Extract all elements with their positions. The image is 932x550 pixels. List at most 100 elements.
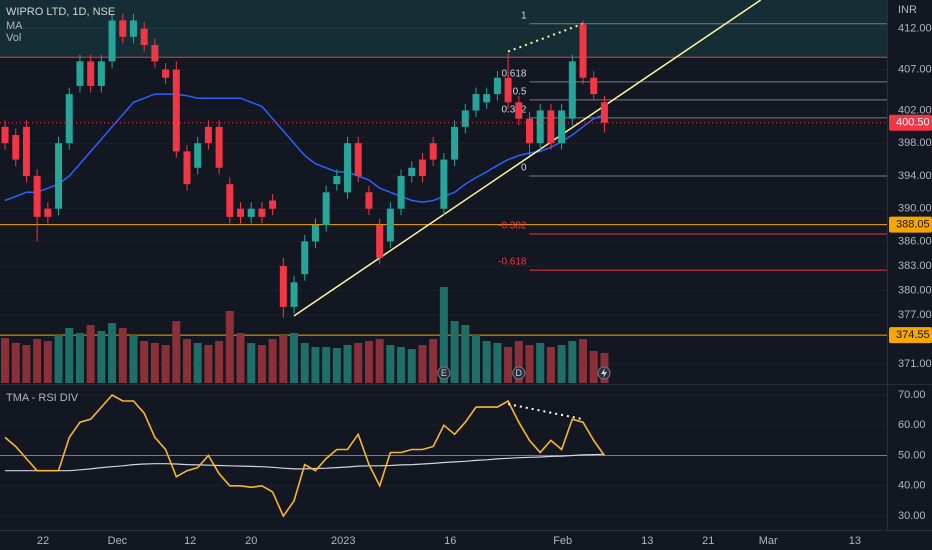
volume-bar <box>75 333 84 383</box>
volume-bar <box>172 321 181 383</box>
zone <box>0 0 887 58</box>
price-tag <box>889 216 932 233</box>
candle-body <box>429 143 437 160</box>
y-tick-label: 380.00 <box>898 284 932 296</box>
candle-body <box>568 61 576 119</box>
volume-bar <box>150 343 159 383</box>
price-tag <box>889 327 932 344</box>
candle-body <box>87 61 95 86</box>
y-tick-label: 394.00 <box>898 170 932 182</box>
y-tick-label: 377.00 <box>898 309 932 321</box>
volume-bar <box>11 343 20 383</box>
x-tick-label: 13 <box>849 535 861 547</box>
volume-bar <box>429 339 438 383</box>
currency: INR <box>898 4 917 16</box>
volume-bar <box>386 345 395 383</box>
candle-body <box>279 265 287 307</box>
candle-body <box>536 110 544 144</box>
candle-body <box>129 20 137 37</box>
volume-bar <box>193 343 202 383</box>
fib-label: 0.618 <box>501 68 526 79</box>
candle-body <box>386 208 394 242</box>
volume-bar <box>504 347 513 383</box>
volume-bar <box>375 339 384 383</box>
volume-bar <box>247 343 256 383</box>
candle-body <box>76 61 84 86</box>
candle-body <box>408 167 416 176</box>
x-tick-label: 20 <box>245 535 257 547</box>
volume-bar <box>557 345 566 383</box>
candle-body <box>365 192 373 209</box>
candle-body <box>600 102 608 123</box>
volume-bar <box>525 345 534 383</box>
price-tag-label: 400.50 <box>896 117 930 129</box>
y-tick-label: 60.00 <box>898 419 926 431</box>
volume-bar <box>257 345 266 383</box>
y-tick-label: 412.00 <box>898 23 932 35</box>
volume-bar <box>546 347 555 383</box>
candle-body <box>215 126 223 168</box>
candle-body <box>204 126 212 144</box>
candle-body <box>183 151 191 185</box>
candle-body <box>55 143 63 209</box>
event-label: E <box>441 368 447 378</box>
candle-body <box>461 110 469 127</box>
volume-bar <box>204 345 213 383</box>
fib-label: -0.618 <box>498 257 527 268</box>
candle-body <box>558 110 566 144</box>
candle-body <box>526 118 534 144</box>
candle-body <box>97 61 105 86</box>
x-tick-label: 16 <box>444 535 456 547</box>
volume-bar <box>493 343 502 383</box>
volume-bar <box>161 345 170 383</box>
candle-body <box>194 143 202 168</box>
candle-body <box>258 208 266 217</box>
indicator-label: MA <box>6 20 23 32</box>
x-tick-label: Feb <box>553 535 572 547</box>
x-tick-label: 22 <box>37 535 49 547</box>
volume-bar <box>536 343 545 383</box>
fib-label: 0 <box>521 163 527 174</box>
volume-bar <box>129 335 138 383</box>
volume-bar <box>290 333 299 383</box>
x-tick-label: Dec <box>108 535 128 547</box>
y-tick-label: 50.00 <box>898 449 926 461</box>
candle-body <box>354 143 362 176</box>
candle-body <box>1 126 9 144</box>
candle-body <box>162 69 170 78</box>
volume-bar <box>108 323 117 383</box>
volume-bar <box>268 339 277 383</box>
rsi-title: TMA - RSI DIV <box>6 392 79 404</box>
volume-bar <box>86 325 95 383</box>
candle-body <box>22 126 30 176</box>
candle-body <box>333 175 341 185</box>
x-tick-label: 21 <box>702 535 714 547</box>
candle-body <box>151 45 159 62</box>
trendline <box>293 0 762 317</box>
candle-body <box>547 110 555 144</box>
volume-bar <box>182 339 191 383</box>
divergence-line <box>507 22 584 53</box>
price-tag-label: 388.05 <box>896 219 930 231</box>
y-tick-label: 407.00 <box>898 63 932 75</box>
candle-body <box>311 225 319 242</box>
volume-bar <box>215 341 224 383</box>
y-tick-label: 30.00 <box>898 510 926 522</box>
candle-body <box>440 159 448 209</box>
volume-bar <box>33 339 42 383</box>
event-badge <box>437 366 451 380</box>
candle-body <box>397 175 405 209</box>
indicator-label: Vol <box>6 32 21 44</box>
event-badge <box>512 366 526 380</box>
background-layer: 1 0.618 0.5 0.382 0 -0.382 -0.618 <box>0 0 887 383</box>
volume-bar <box>22 345 31 383</box>
volume-bar <box>364 341 373 383</box>
volume-bar <box>568 341 577 383</box>
rsi-line <box>5 453 605 472</box>
price-tag <box>889 114 932 131</box>
volume-bar <box>140 341 149 383</box>
y-tick-label: 70.00 <box>898 389 926 401</box>
volume-bar <box>43 341 52 383</box>
volume-bar <box>54 335 63 383</box>
